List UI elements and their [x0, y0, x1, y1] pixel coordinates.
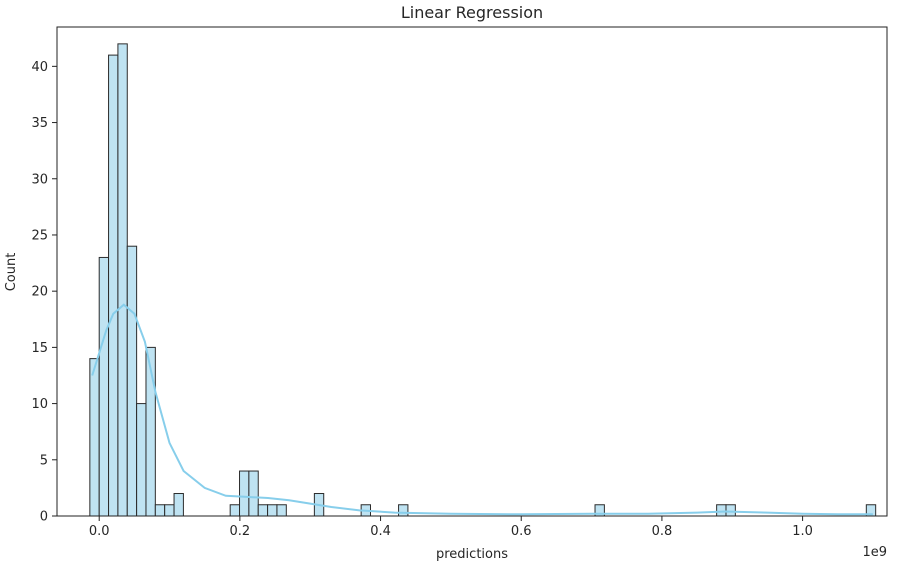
- x-tick-label: 0.2: [230, 524, 251, 539]
- x-axis: 0.0 0.2 0.4 0.6 0.8 1.0: [89, 516, 813, 539]
- histogram-bar: [257, 504, 269, 517]
- y-tick-label: 5: [40, 453, 48, 468]
- x-tick-label: 0.0: [89, 524, 110, 539]
- histogram-bar: [98, 256, 110, 517]
- histogram-bar: [108, 54, 119, 517]
- histogram-bar: [154, 504, 166, 517]
- chart-title: Linear Regression: [401, 3, 543, 22]
- plot-frame: [56, 26, 888, 517]
- x-tick-label: 0.6: [511, 524, 532, 539]
- x-axis-offset-label: 1e9: [862, 545, 887, 560]
- histogram-bar: [136, 403, 147, 517]
- histogram-bar: [267, 504, 278, 517]
- x-axis-label: predictions: [436, 547, 508, 562]
- y-tick-label: 25: [31, 228, 48, 243]
- histogram-bar: [229, 504, 241, 517]
- y-tick-label: 30: [31, 172, 48, 187]
- y-tick-label: 15: [31, 341, 48, 356]
- y-tick-label: 10: [31, 397, 48, 412]
- histogram-bar: [276, 504, 287, 517]
- y-axis-label: Count: [4, 253, 19, 292]
- y-tick-label: 35: [31, 116, 48, 131]
- y-tick-label: 40: [31, 60, 48, 75]
- x-tick-label: 1.0: [792, 524, 813, 539]
- y-tick-label: 0: [40, 510, 48, 525]
- y-tick-label: 20: [31, 285, 48, 300]
- histogram-bar: [126, 245, 138, 517]
- histogram-bar: [239, 470, 250, 517]
- histogram-bar: [248, 470, 259, 517]
- histogram-bar: [398, 504, 409, 517]
- x-tick-label: 0.8: [652, 524, 673, 539]
- histogram-bar: [117, 43, 128, 517]
- histogram-bar: [164, 504, 175, 517]
- y-axis: 0 5 10 15 20 25 30 35 40: [31, 60, 57, 525]
- histogram-bar: [173, 493, 184, 517]
- kde-curve: [91, 303, 873, 516]
- x-tick-label: 0.4: [370, 524, 391, 539]
- histogram-bar: [716, 504, 727, 517]
- histogram-bar: [89, 358, 100, 517]
- histogram-bar: [725, 504, 736, 517]
